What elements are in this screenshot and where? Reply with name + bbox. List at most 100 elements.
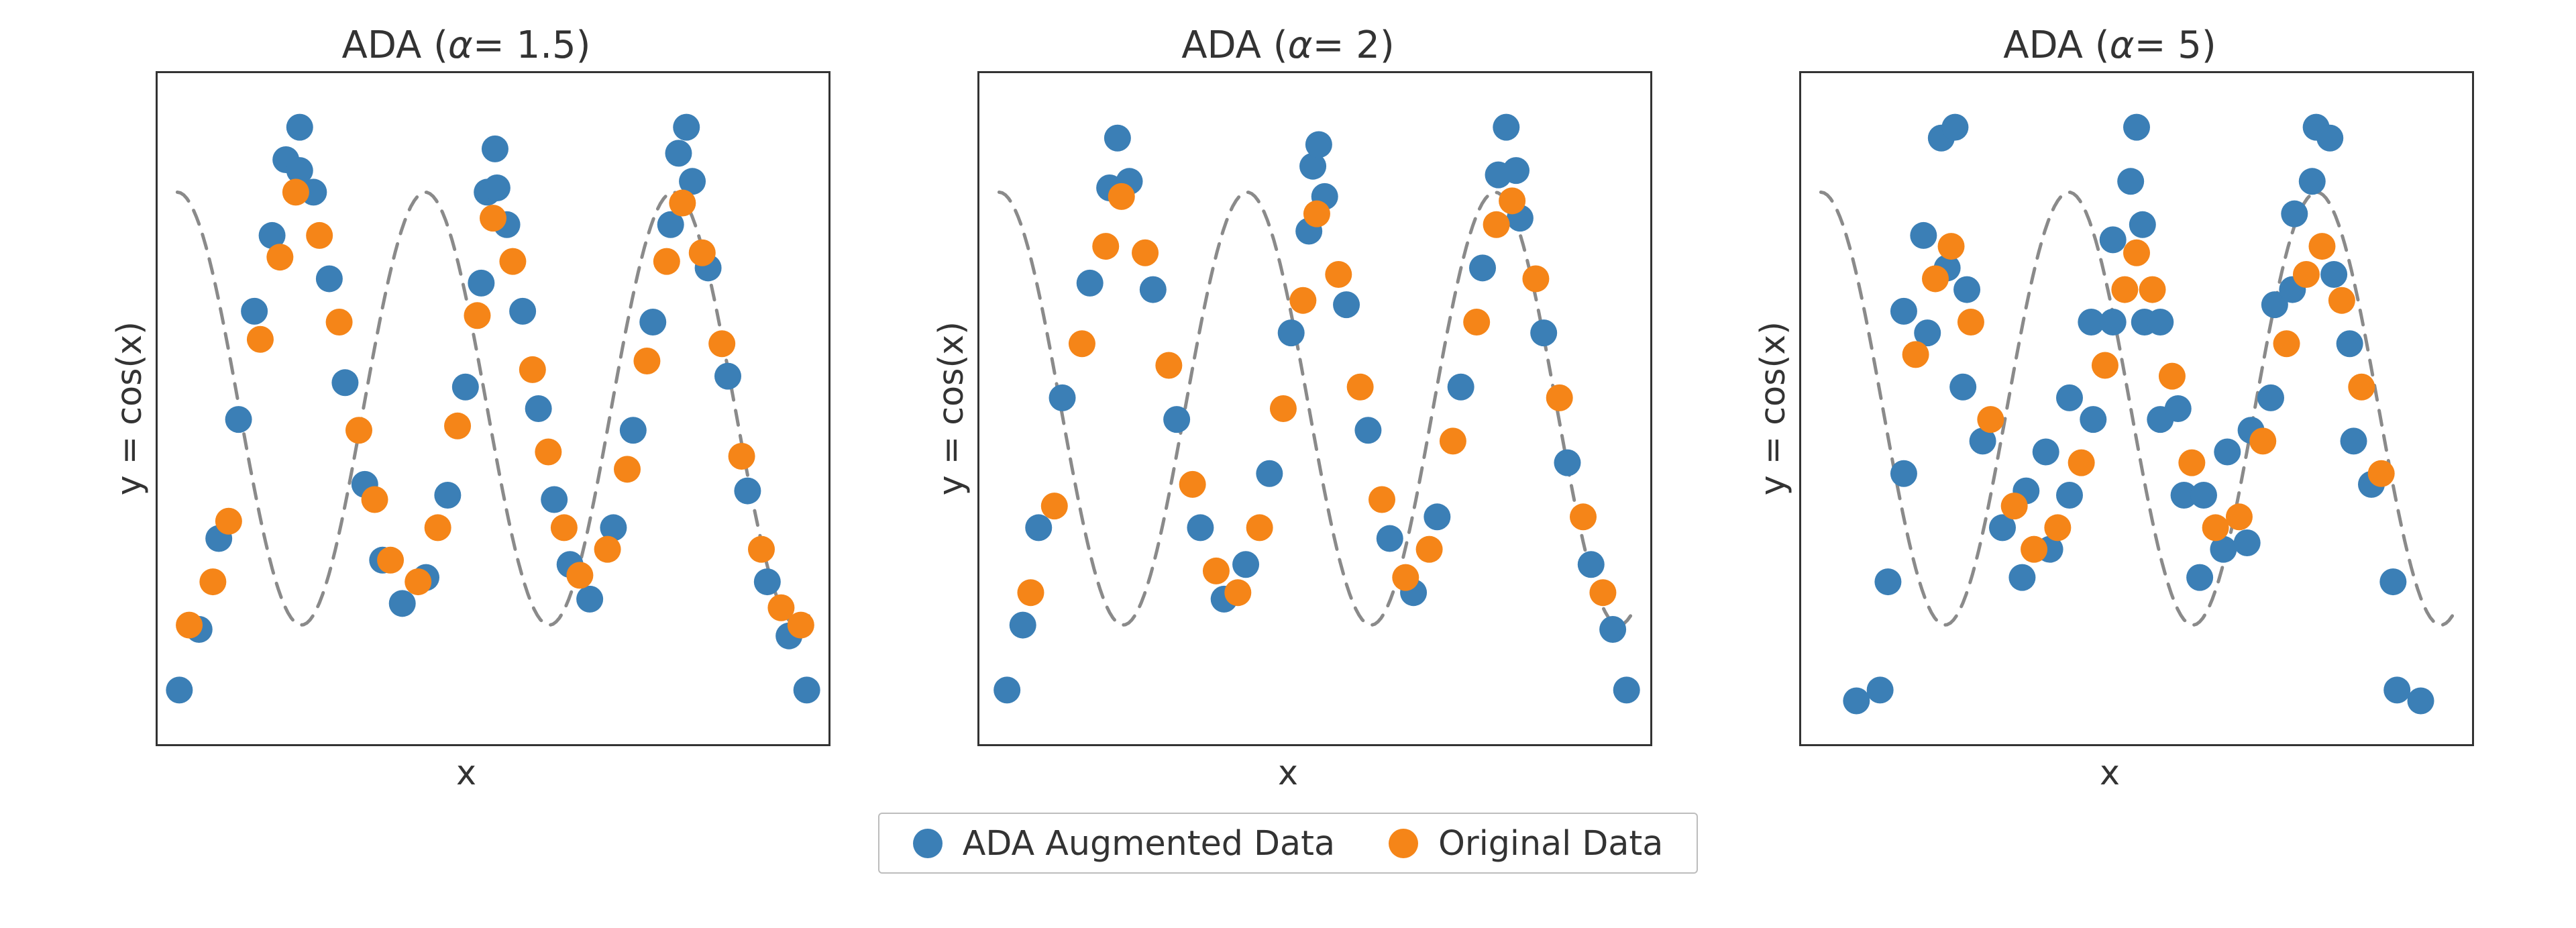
point-augmented [1890, 298, 1917, 325]
panel-body: y = cos(x) [1746, 71, 2474, 746]
point-augmented [2383, 676, 2410, 703]
point-original [1589, 579, 1616, 606]
point-augmented [1187, 514, 1214, 541]
point-original [594, 536, 621, 563]
point-augmented [576, 586, 603, 613]
point-original [361, 486, 388, 513]
point-augmented [714, 363, 741, 390]
point-original [688, 240, 715, 266]
point-augmented [2056, 384, 2083, 411]
point-original [1017, 579, 1044, 606]
point-augmented [2164, 395, 2191, 422]
point-augmented [753, 568, 780, 595]
point-original [1439, 427, 1466, 454]
point-original [499, 248, 526, 275]
point-augmented [2099, 226, 2126, 253]
point-original [2021, 536, 2047, 563]
point-original [550, 514, 577, 541]
point-augmented [2117, 168, 2144, 195]
y-axis-label: y = cos(x) [103, 321, 156, 495]
point-original [1246, 514, 1273, 541]
point-original [2158, 363, 2185, 390]
point-augmented [793, 676, 820, 703]
point-augmented [1163, 406, 1190, 433]
point-original [2225, 503, 2252, 530]
point-original [2273, 330, 2300, 357]
point-augmented [1953, 276, 1980, 303]
point-original [1325, 261, 1352, 288]
point-augmented [1049, 384, 1075, 411]
point-augmented [1941, 114, 1968, 141]
x-axis-label: x [924, 746, 1652, 792]
figure: ADA (α = 1.5)y = cos(x)xADA (α = 2)y = c… [13, 13, 2563, 915]
point-augmented [1376, 525, 1403, 552]
point-original [787, 612, 814, 639]
point-original [2123, 240, 2150, 266]
point-augmented [525, 395, 551, 422]
point-original [1957, 309, 1984, 336]
point-original [614, 456, 641, 482]
point-original [708, 330, 735, 357]
point-augmented [1424, 503, 1450, 530]
point-augmented [315, 265, 342, 292]
legend-label: ADA Augmented Data [963, 823, 1335, 863]
point-original [2139, 276, 2165, 303]
point-original [2308, 233, 2335, 260]
point-augmented [2320, 261, 2347, 288]
point-original [1922, 265, 1949, 292]
point-original [1977, 406, 2004, 433]
point-original [424, 514, 451, 541]
point-augmented [483, 174, 510, 201]
point-original [748, 536, 775, 563]
point-original [1415, 536, 1442, 563]
point-original [1392, 564, 1419, 591]
point-augmented [2099, 309, 2126, 336]
panel-body: y = cos(x) [924, 71, 1652, 746]
point-augmented [639, 309, 666, 336]
panel-2: ADA (α = 5)y = cos(x)x [1746, 13, 2474, 792]
point-original [1522, 265, 1549, 292]
legend: ADA Augmented Data Original Data [878, 813, 1699, 874]
point-original [1463, 309, 1490, 336]
point-original [215, 508, 241, 535]
point-augmented [1076, 270, 1103, 297]
point-original [2348, 374, 2375, 401]
plot-area [977, 71, 1652, 746]
point-augmented [665, 140, 692, 166]
point-augmented [2281, 201, 2308, 227]
point-augmented [2298, 168, 2325, 195]
point-augmented [331, 369, 358, 396]
point-augmented [481, 136, 508, 162]
panel-1: ADA (α = 2)y = cos(x)x [924, 13, 1652, 792]
point-original [176, 612, 203, 639]
point-augmented [241, 298, 268, 325]
point-augmented [2129, 211, 2155, 238]
point-original [633, 348, 660, 374]
point-original [199, 568, 226, 595]
point-augmented [1493, 114, 1519, 141]
point-original [464, 302, 490, 329]
legend-marker-icon [913, 829, 943, 858]
point-augmented [2123, 114, 2150, 141]
point-augmented [2233, 529, 2260, 556]
point-original [1179, 471, 1205, 498]
point-augmented [2008, 564, 2035, 591]
point-augmented [2186, 564, 2213, 591]
point-augmented [1503, 157, 1529, 184]
point-original [2044, 514, 2071, 541]
point-original [1546, 384, 1572, 411]
point-augmented [468, 270, 494, 297]
point-original [480, 205, 506, 231]
point-augmented [2379, 568, 2406, 595]
plot-area [1799, 71, 2474, 746]
plot-svg [979, 73, 1650, 744]
legend-label: Original Data [1438, 823, 1663, 863]
point-augmented [2080, 406, 2106, 433]
point-augmented [2056, 482, 2083, 509]
point-augmented [2407, 687, 2434, 714]
point-augmented [2147, 309, 2174, 336]
panel-0: ADA (α = 1.5)y = cos(x)x [103, 13, 830, 792]
point-augmented [1354, 417, 1381, 444]
point-augmented [1333, 291, 1360, 318]
point-augmented [2190, 482, 2217, 509]
